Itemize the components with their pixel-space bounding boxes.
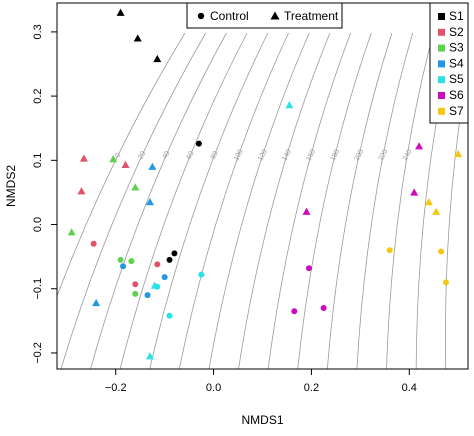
y-tick-label: 0.0 [32, 217, 44, 232]
legend-swatch-s5 [438, 76, 445, 83]
treatment-point-s7 [432, 208, 440, 215]
legend-control-symbol [198, 13, 204, 19]
control-point-s2 [132, 281, 138, 287]
contour-label: 40 [162, 150, 172, 160]
treatment-point-s5 [285, 101, 293, 108]
legend-label-s7: S7 [449, 104, 464, 118]
contour-label: 20 [137, 150, 147, 160]
contour-label: 160 [305, 148, 317, 162]
treatment-legend: Control Treatment [187, 3, 342, 28]
x-tick-label: 0.4 [402, 382, 417, 394]
legend-swatch-s6 [438, 92, 445, 99]
contour-label: 220 [378, 148, 390, 162]
y-axis-title: NMDS2 [4, 165, 18, 207]
x-tick-label: 0.2 [304, 382, 319, 394]
contour-label: 60 [186, 150, 196, 160]
x-tick-label: −0.2 [105, 382, 127, 394]
treatment-point-s4 [92, 299, 100, 306]
treatment-point-s2 [77, 187, 85, 194]
control-point-s5 [167, 313, 173, 319]
control-point-s4 [120, 263, 126, 269]
control-point-s6 [321, 305, 327, 311]
contour-label: 200 [354, 148, 366, 162]
control-point-s6 [306, 265, 312, 271]
legend-swatch-s3 [438, 45, 445, 52]
contour-line [179, 33, 289, 373]
legend-label-s6: S6 [449, 88, 464, 102]
control-point-s2 [154, 261, 160, 267]
plot-frame [57, 3, 468, 369]
treatment-point-s6 [415, 142, 423, 149]
control-point-s1 [167, 257, 173, 263]
x-axis-title: NMDS1 [241, 413, 283, 427]
treatment-point-s1 [117, 9, 125, 16]
legend-label-s4: S4 [449, 56, 464, 70]
y-tick-label: −0.2 [32, 342, 44, 364]
control-point-s7 [443, 279, 449, 285]
contour-label: 0 [114, 152, 122, 159]
control-point-s5 [198, 272, 204, 278]
control-point-s7 [438, 248, 444, 254]
treatment-point-s3 [131, 183, 139, 190]
legend-treatment-label: Treatment [284, 9, 339, 23]
contour-layer: 0 20 40 60 80 100 120 140 160 180 200 220 240 [30, 33, 474, 373]
y-tick-label: 0.3 [32, 24, 44, 39]
treatment-point-s3 [68, 228, 76, 235]
contour-line [30, 33, 185, 373]
control-point-s4 [162, 274, 168, 280]
contour-line [357, 33, 413, 373]
control-point-s6 [291, 308, 297, 314]
contour-line [208, 33, 309, 373]
control-point-s1 [196, 141, 202, 147]
legend-label-s3: S3 [449, 41, 464, 55]
treatment-point-s1 [153, 55, 161, 62]
control-point-s3 [118, 257, 124, 263]
contour-label: 120 [257, 148, 269, 162]
contour-label: 80 [210, 150, 220, 160]
y-tick-label: 0.2 [32, 88, 44, 103]
contour-label: 180 [330, 148, 342, 162]
legend-label-s2: S2 [449, 25, 464, 39]
contour-label: 240 [402, 148, 414, 162]
treatment-point-s6 [410, 188, 418, 195]
legend-control-label: Control [210, 9, 249, 23]
control-point-s4 [145, 292, 151, 298]
contour-group: 0 20 40 60 80 100 120 140 160 180 200 220 240 [30, 33, 474, 373]
x-tick-label: 0.0 [206, 382, 221, 394]
legend-swatch-s1 [438, 13, 445, 20]
control-point-s7 [387, 247, 393, 253]
control-point-s3 [128, 258, 134, 264]
treatment-point-s2 [80, 154, 88, 161]
y-tick-label: 0.1 [32, 153, 44, 168]
legend-label-s1: S1 [449, 9, 464, 23]
control-point-s1 [171, 250, 177, 256]
control-point-s3 [132, 291, 138, 297]
contour-line [149, 33, 268, 373]
contour-line [119, 33, 247, 373]
treatment-point-s6 [303, 208, 311, 215]
contour-label: 140 [281, 148, 293, 162]
legend-swatch-s2 [438, 29, 445, 36]
treatment-point-s1 [134, 34, 142, 41]
contour-line [327, 33, 392, 373]
legend-label-s5: S5 [449, 72, 464, 86]
contour-line [238, 33, 330, 373]
y-tick-label: −0.1 [32, 278, 44, 300]
contour-line [89, 33, 226, 373]
treatment-point-s2 [122, 161, 130, 168]
treatment-point-s4 [148, 163, 156, 170]
contour-line [268, 33, 351, 373]
contour-label: 100 [233, 148, 245, 162]
legend-swatch-s7 [438, 108, 445, 115]
legend-swatch-s4 [438, 60, 445, 67]
control-point-s5 [154, 284, 160, 290]
control-point-s2 [91, 241, 97, 247]
